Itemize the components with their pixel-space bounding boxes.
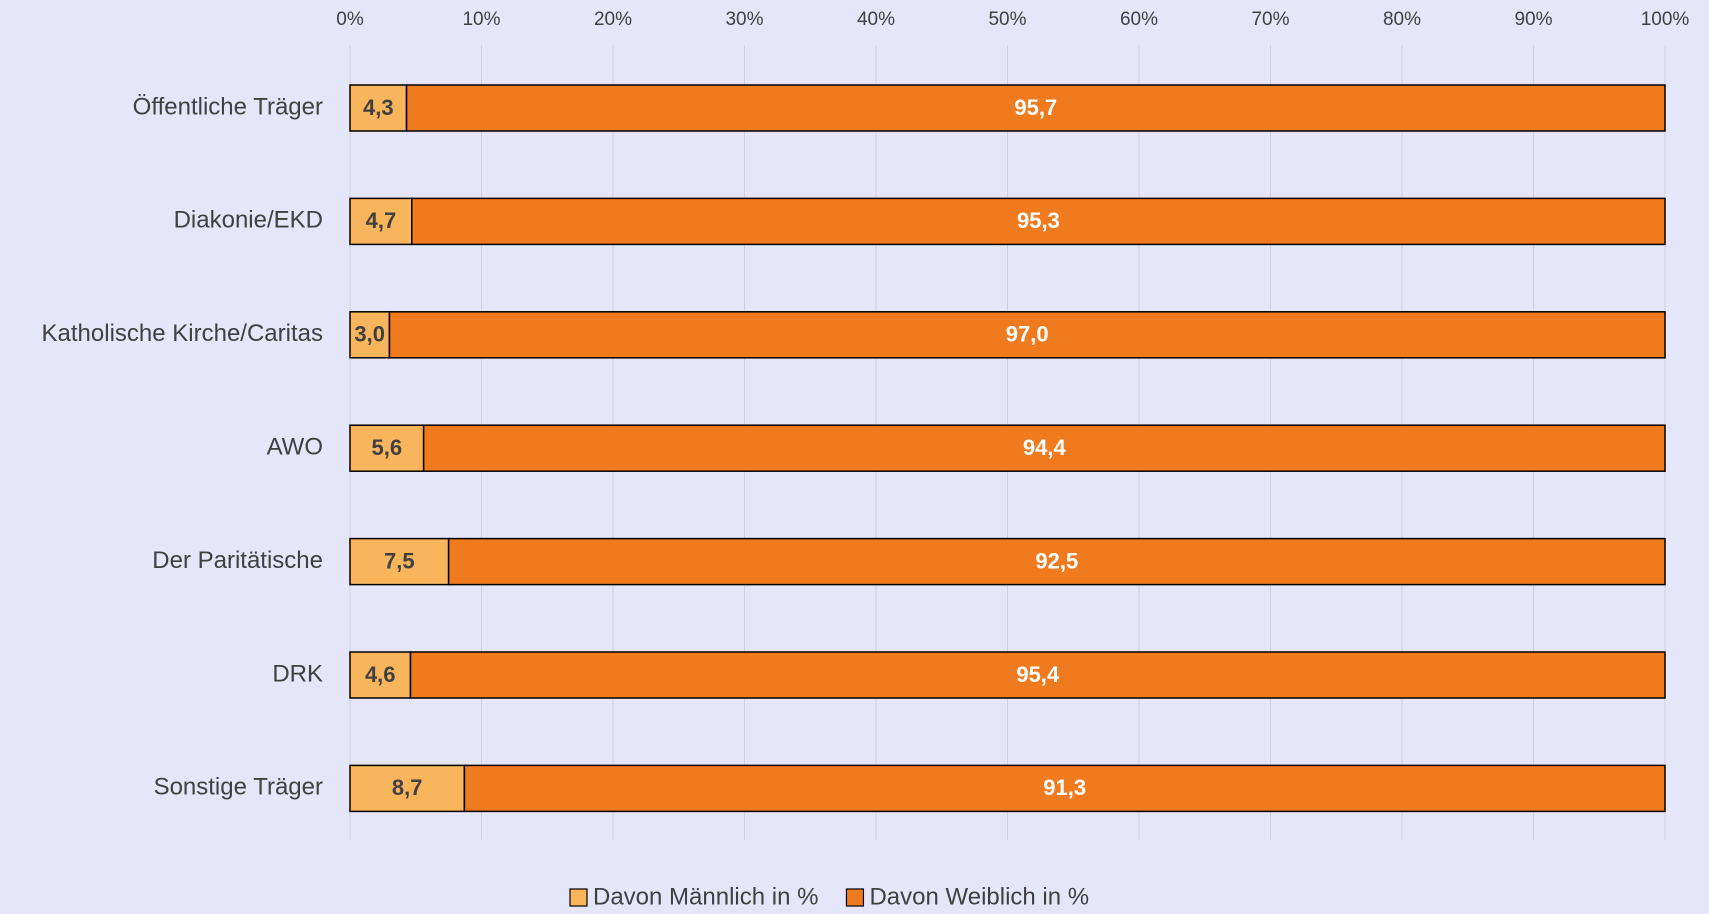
- data-label: 7,5: [384, 548, 415, 573]
- bar-segment: [349, 424, 425, 472]
- bar-segment: [422, 424, 1666, 472]
- x-tick-label: 60%: [1120, 9, 1158, 30]
- data-label: 3,0: [354, 322, 385, 347]
- data-label: 95,7: [1014, 95, 1057, 120]
- category-label: Öffentliche Träger: [133, 93, 323, 120]
- x-tick-label: 10%: [462, 9, 500, 30]
- data-label: 95,3: [1017, 208, 1060, 233]
- data-label: 97,0: [1006, 322, 1049, 347]
- x-tick-label: 90%: [1514, 9, 1552, 30]
- x-tick-label: 20%: [594, 9, 632, 30]
- legend-swatch: [569, 888, 588, 907]
- legend-label: Davon Weiblich in %: [869, 883, 1089, 910]
- category-label: Diakonie/EKD: [174, 207, 323, 234]
- bar-segment: [411, 197, 1666, 246]
- bar-segment: [409, 651, 1666, 699]
- data-label: 8,7: [392, 775, 423, 800]
- x-tick-label: 100%: [1641, 9, 1690, 30]
- bar-segment: [349, 537, 450, 586]
- data-label: 95,4: [1016, 662, 1060, 687]
- category-label: Katholische Kirche/Caritas: [42, 320, 323, 347]
- category-label: AWO: [267, 434, 323, 461]
- x-tick-label: 50%: [988, 9, 1026, 30]
- x-tick-label: 30%: [725, 9, 763, 30]
- data-label: 4,7: [366, 208, 397, 233]
- legend-label: Davon Männlich in %: [593, 883, 818, 910]
- bar-segment: [447, 537, 1666, 586]
- data-label: 92,5: [1035, 548, 1078, 573]
- data-label: 5,6: [372, 435, 403, 460]
- category-label: Sonstige Träger: [154, 774, 323, 801]
- bar-segment: [405, 84, 1666, 132]
- legend-swatch: [845, 888, 865, 907]
- data-label: 4,6: [365, 662, 396, 687]
- data-label: 4,3: [363, 95, 394, 120]
- x-tick-label: 80%: [1383, 9, 1421, 30]
- bar-segment: [349, 84, 408, 132]
- data-label: 94,4: [1023, 435, 1067, 460]
- bar-segment: [349, 311, 391, 359]
- category-label: Der Paritätische: [152, 547, 323, 574]
- bar-segment: [388, 311, 1666, 359]
- x-tick-label: 70%: [1251, 9, 1289, 30]
- x-tick-label: 40%: [857, 9, 895, 30]
- bar-segment: [463, 764, 1666, 813]
- bar-segment: [349, 651, 412, 699]
- data-label: 91,3: [1043, 775, 1086, 800]
- bar-segment: [349, 764, 466, 813]
- x-tick-label: 0%: [336, 9, 364, 30]
- category-label: DRK: [272, 660, 323, 687]
